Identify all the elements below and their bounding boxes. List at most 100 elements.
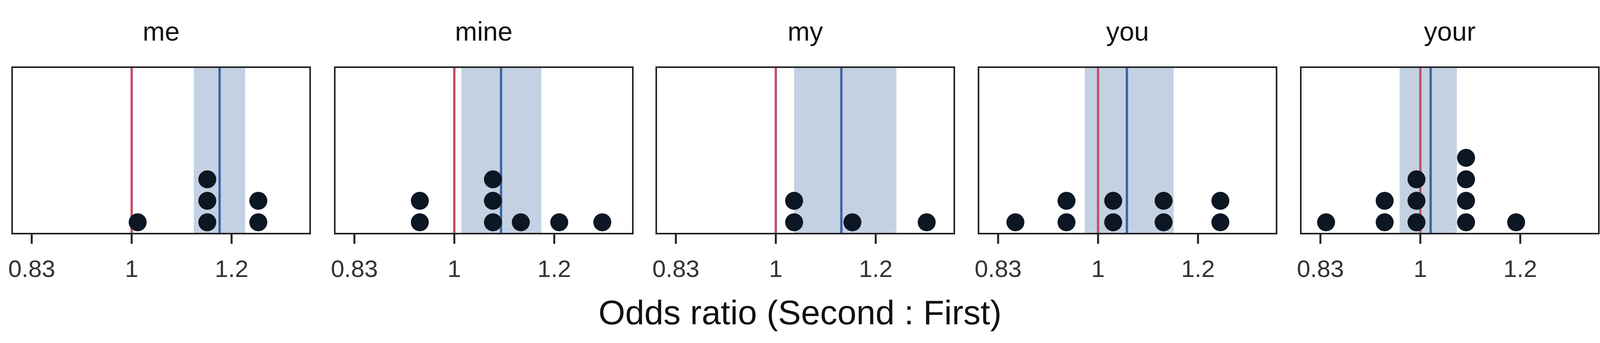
x-tick-label: 1: [125, 255, 139, 283]
panel: me 0.83 1 1.2: [8, 16, 311, 283]
dot: [1104, 213, 1123, 232]
plot-area: [410, 67, 612, 234]
dot: [198, 213, 217, 232]
x-tick-label: 1.2: [1181, 255, 1215, 283]
x-tick: [1196, 233, 1199, 244]
dot: [1457, 148, 1475, 167]
x-tick-label: 1.2: [214, 255, 249, 283]
x-tick: [775, 233, 777, 244]
dot: [1507, 213, 1525, 232]
x-tick: [30, 233, 33, 244]
dot: [785, 191, 804, 210]
dot: [483, 213, 502, 232]
mean-line: [1125, 67, 1129, 234]
panel-title: you: [1106, 16, 1150, 47]
x-tick: [230, 233, 233, 244]
dot: [1211, 213, 1230, 232]
dot: [1154, 213, 1173, 232]
frame: [978, 67, 1277, 234]
dot: [1104, 191, 1123, 210]
x-tick-label: 1: [1091, 255, 1105, 283]
ci-band: [1084, 67, 1174, 234]
mean-line: [218, 67, 221, 234]
x-tick-label: 0.83: [330, 255, 379, 283]
reference-line: [453, 67, 456, 234]
ci-band: [1399, 67, 1458, 234]
x-tick: [997, 233, 1000, 244]
x-tick-label: 1: [769, 255, 783, 283]
chart: me 0.83 1 1.2 mine 0.83 1 1.2 my 0.83 1 1.2 you 0.83 1…: [0, 0, 1600, 343]
dot: [1154, 191, 1173, 210]
dot: [410, 191, 429, 210]
mean-line: [500, 67, 503, 234]
panel-title: my: [787, 16, 824, 47]
panel: you 0.83 1 1.2: [974, 16, 1277, 283]
dot: [128, 213, 147, 232]
dot: [198, 191, 217, 210]
x-tick: [453, 233, 456, 244]
mean-line: [1429, 67, 1432, 234]
ci-band: [794, 67, 897, 234]
dot: [249, 191, 268, 210]
dot: [1457, 213, 1475, 232]
reference-line: [130, 67, 133, 234]
dot: [1006, 213, 1025, 232]
x-tick-label: 1.2: [1503, 255, 1538, 283]
x-tick: [353, 233, 356, 244]
dot: [483, 191, 502, 210]
dot: [1375, 213, 1394, 232]
dot: [1457, 170, 1475, 189]
dot: [593, 213, 612, 232]
plot-area: [1006, 67, 1230, 234]
dot: [198, 170, 217, 189]
dot: [1211, 191, 1230, 210]
plot-area: [1317, 67, 1525, 234]
panel-title: me: [142, 16, 180, 47]
x-tick: [675, 233, 677, 244]
x-tick: [130, 233, 133, 244]
frame: [334, 67, 633, 234]
dot: [917, 213, 936, 232]
dot: [1317, 213, 1336, 232]
x-axis-label: Odds ratio (Second : First): [598, 292, 1002, 332]
frame: [12, 67, 311, 234]
x-tick: [1319, 233, 1322, 244]
plot-area: [775, 67, 936, 234]
panel-title: your: [1423, 16, 1476, 47]
plot-area: [128, 67, 268, 234]
panel: my 0.83 1 1.2: [652, 16, 955, 283]
dot: [1457, 191, 1475, 210]
ci-band: [461, 67, 542, 234]
x-tick: [1519, 233, 1522, 244]
dot: [410, 213, 429, 232]
reference-line: [774, 67, 777, 234]
x-tick-label: 1.2: [858, 255, 893, 283]
frame: [656, 67, 955, 234]
ci-band: [193, 67, 245, 234]
x-tick: [1419, 233, 1422, 244]
dot: [550, 213, 569, 232]
dot: [1407, 170, 1426, 189]
background: [0, 0, 1600, 343]
dot: [843, 213, 862, 232]
frame: [1300, 67, 1599, 234]
dot: [511, 213, 530, 232]
dot: [249, 213, 268, 232]
reference-line: [1096, 67, 1100, 234]
mean-line: [840, 67, 843, 234]
dot: [1407, 213, 1426, 232]
panel-title: mine: [455, 16, 513, 47]
x-tick: [874, 233, 877, 244]
x-tick: [553, 233, 556, 244]
x-tick-label: 1: [447, 255, 461, 283]
panel: your0.8311.2: [1296, 16, 1599, 283]
dot: [1407, 191, 1426, 210]
x-tick-label: 0.83: [652, 255, 700, 283]
x-tick-label: 0.83: [974, 255, 1022, 283]
x-tick: [1097, 233, 1100, 244]
x-tick-label: 0.83: [1296, 255, 1345, 283]
x-tick-label: 0.83: [8, 255, 56, 283]
dot: [1057, 213, 1076, 232]
dot: [483, 170, 502, 189]
x-tick-label: 1.2: [537, 255, 572, 283]
